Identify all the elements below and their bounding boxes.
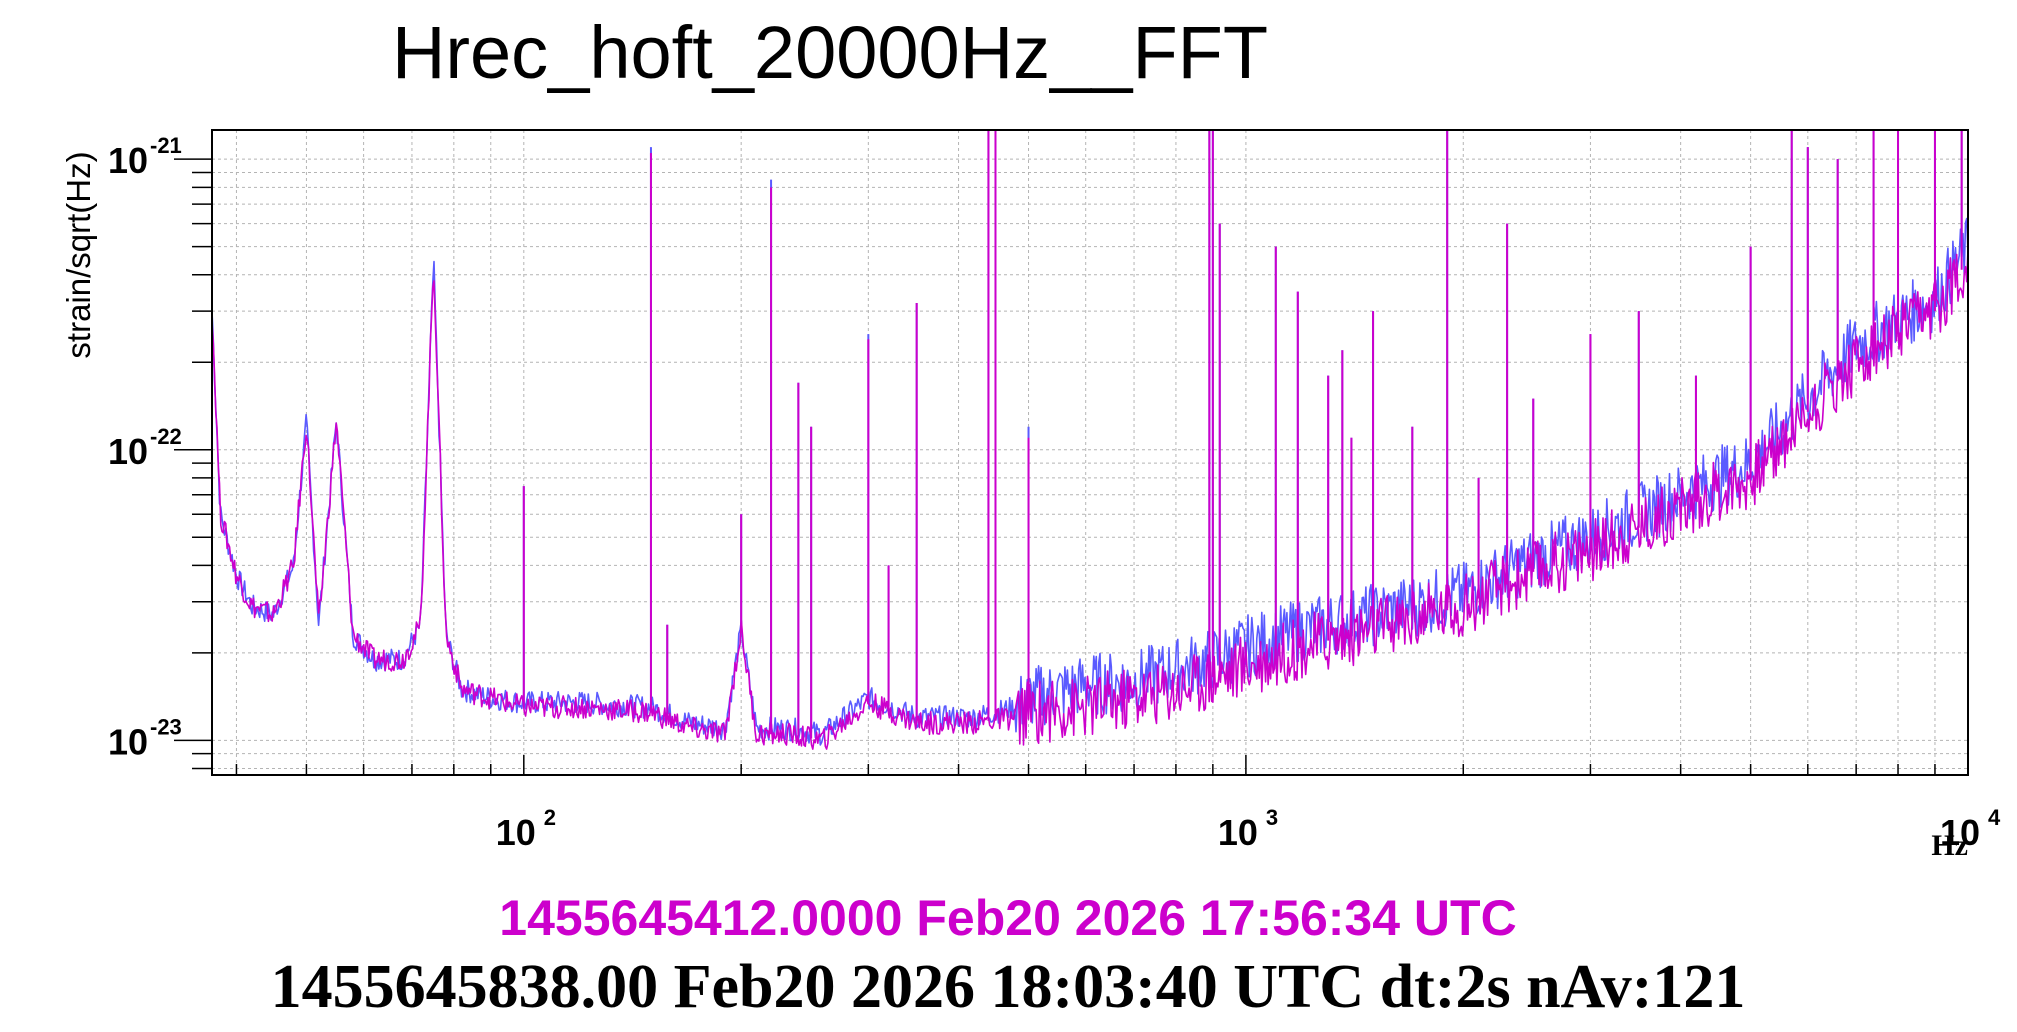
x-tick-label-exponent: 3 bbox=[1266, 805, 1278, 830]
y-tick-label: 10 bbox=[108, 431, 148, 472]
x-axis-unit: Hz bbox=[1931, 829, 1968, 862]
x-tick-label-exponent: 2 bbox=[544, 805, 556, 830]
y-tick-label-exponent: -21 bbox=[150, 133, 182, 158]
y-tick-label: 10 bbox=[108, 140, 148, 181]
chart-title: Hrec_hoft_20000Hz__FFT bbox=[392, 11, 1268, 94]
y-tick-label: 10 bbox=[108, 721, 148, 762]
x-tick-label: 10 bbox=[496, 812, 536, 853]
y-tick-label-exponent: -22 bbox=[150, 424, 182, 449]
x-tick-label-exponent: 4 bbox=[1988, 805, 2001, 830]
series-line bbox=[211, 249, 1969, 750]
y-tick-label-exponent: -23 bbox=[150, 714, 182, 739]
axis-ticks bbox=[174, 158, 1969, 775]
plot-frame bbox=[211, 129, 1969, 776]
current-timestamp: 1455645838.00 Feb20 2026 18:03:40 UTC dt… bbox=[271, 953, 1746, 1021]
series-group bbox=[211, 130, 1969, 750]
reference-timestamp: 1455645412.0000 Feb20 2026 17:56:34 UTC bbox=[499, 890, 1516, 946]
x-tick-label: 10 bbox=[1218, 812, 1258, 853]
series-line bbox=[211, 217, 1969, 746]
y-axis-label: strain/sqrt(Hz) bbox=[60, 151, 97, 358]
x-tick-label: 10 bbox=[1940, 812, 1980, 853]
grid bbox=[212, 130, 1969, 775]
